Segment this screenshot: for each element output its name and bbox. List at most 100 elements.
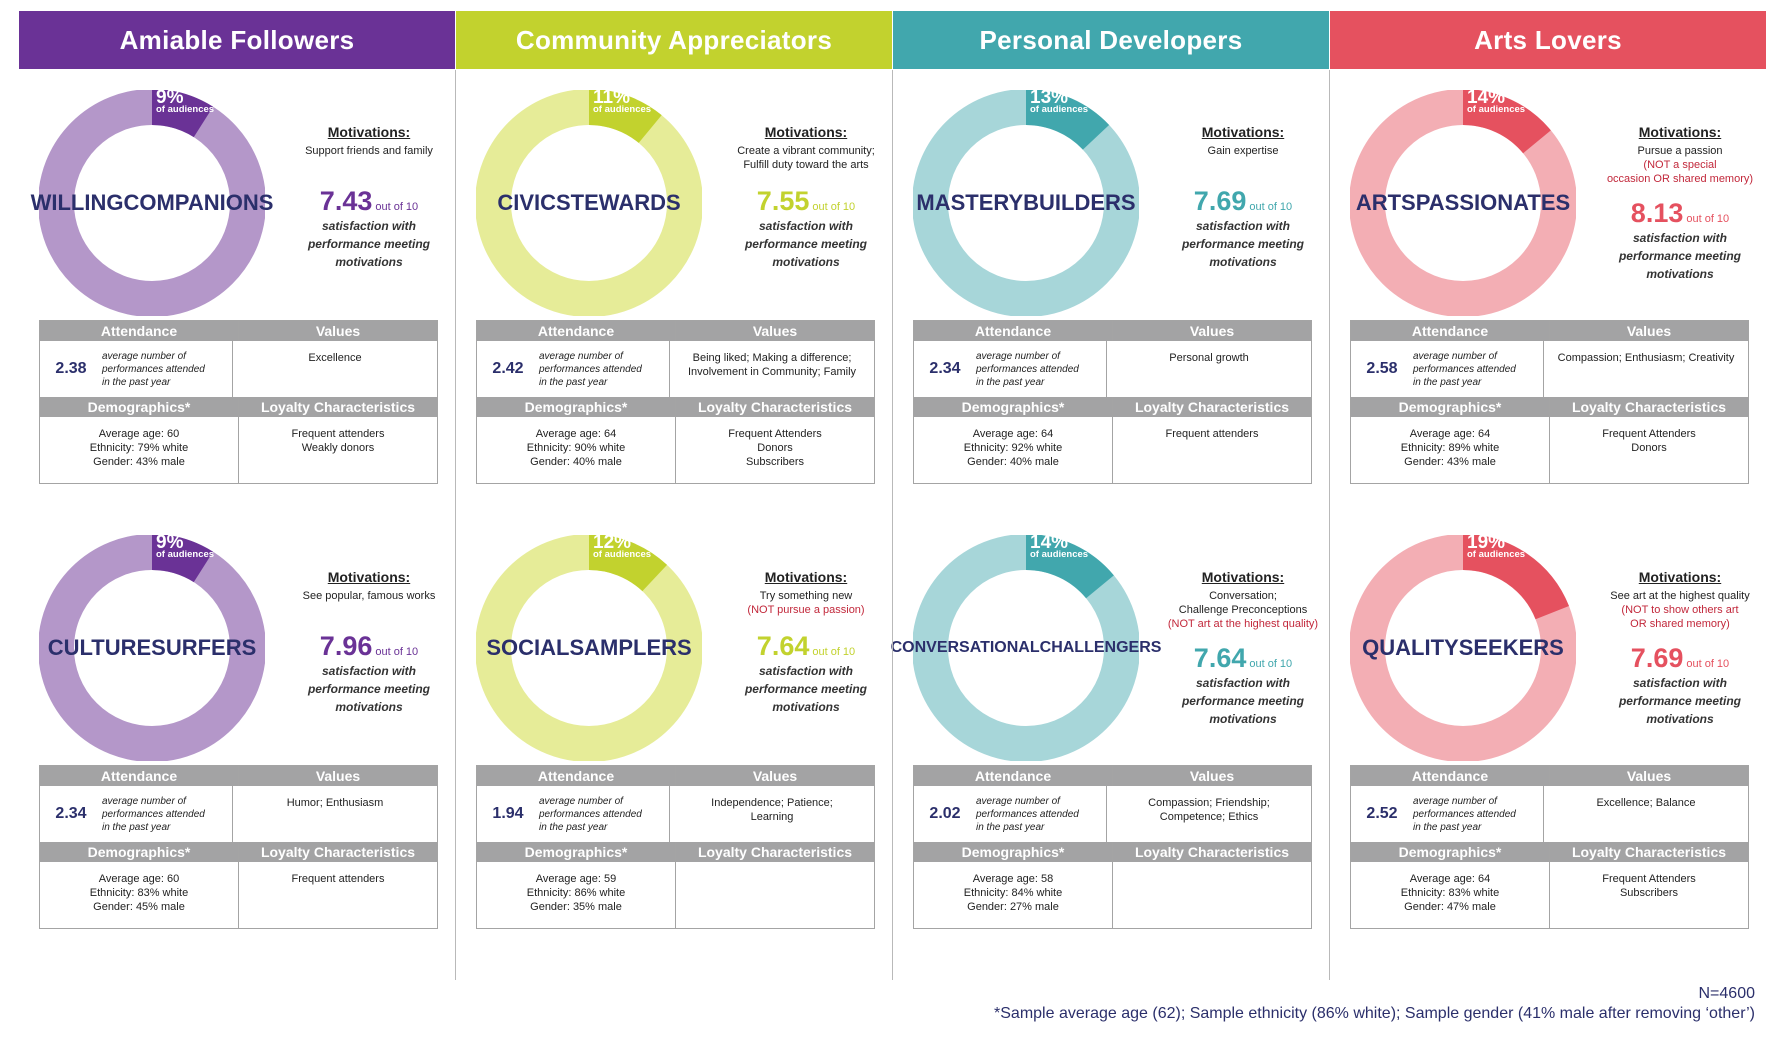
- demographics-line: Gender: 40% male: [530, 456, 622, 468]
- donut-share-arc: [151, 535, 214, 583]
- share-label: 9% of audiences: [156, 533, 214, 560]
- attendance-cell: 2.34 average number of performances attend…: [40, 786, 232, 842]
- satisfaction-score-line: 7.96 out of 10: [284, 631, 454, 662]
- values-header: Values: [675, 766, 874, 786]
- share-caption: of audiences: [593, 549, 652, 560]
- attendance-desc-line: performances attended: [102, 808, 205, 820]
- segment-name: CULTURE SURFERS: [48, 595, 257, 701]
- demographics-header: Demographics*: [40, 397, 238, 417]
- satisfaction-desc-line: motivations: [1646, 267, 1714, 281]
- donut-share-arc: [151, 90, 214, 138]
- values-cell: Excellence: [232, 341, 437, 397]
- loyalty-cell: Frequent Attenders Donors: [1549, 417, 1748, 483]
- satisfaction-desc-line: motivations: [1209, 255, 1277, 269]
- satisfaction-desc-line: performance meeting: [744, 682, 868, 696]
- segment-table: Attendance Values 2.42 average number of per…: [476, 320, 875, 484]
- attendance-value: 2.58: [1366, 360, 1398, 377]
- share-caption: of audiences: [1030, 549, 1089, 560]
- motivation-line: Challenge Preconceptions: [1178, 604, 1308, 616]
- column-arts-lovers: Arts Lovers 14% of audiences ARTS PASSIONATE…: [1330, 11, 1766, 981]
- segment-quality-seekers: 19% of audiences QUALITY SEEKERS Motivations…: [1330, 533, 1766, 975]
- column-header: Personal Developers: [893, 11, 1329, 69]
- values-cell: Being liked; Making a difference; Involve…: [669, 341, 874, 397]
- satisfaction-score: 7.69: [1193, 186, 1247, 216]
- demographics-line: Ethnicity: 79% white: [89, 442, 189, 454]
- table-header-row: Attendance Values: [40, 321, 437, 341]
- column-divider: [1329, 70, 1330, 980]
- attendance-desc-line: in the past year: [1413, 821, 1482, 833]
- demographics-cell: Average age: 64 Ethnicity: 90% white Gende…: [477, 417, 675, 483]
- attendance-description: average number of performances attended in…: [1413, 350, 1516, 389]
- segment-name-line: STEWARDS: [556, 190, 681, 215]
- segment-social-samplers: 12% of audiences SOCIAL SAMPLERS Motivations…: [456, 533, 892, 975]
- column-community-appreciators: Community Appreciators 11% of audiences CIV…: [456, 11, 892, 981]
- motivations-title: Motivations:: [327, 569, 411, 585]
- values-line: Humor; Enthusiasm: [286, 797, 384, 809]
- demographics-line: Ethnicity: 83% white: [1400, 887, 1500, 899]
- values-line: Compassion; Enthusiasm; Creativity: [1557, 352, 1735, 364]
- attendance-desc-line: in the past year: [539, 821, 608, 833]
- demographics-line: Gender: 47% male: [1404, 901, 1496, 913]
- satisfaction-score: 7.43: [319, 186, 373, 216]
- attendance-desc-line: in the past year: [539, 376, 608, 388]
- segment-name-line: SAMPLERS: [569, 635, 692, 660]
- attendance-desc-line: performances attended: [976, 363, 1079, 375]
- satisfaction-desc-line: performance meeting: [307, 682, 431, 696]
- segment-donut: 12% of audiences SOCIAL SAMPLERS: [476, 533, 702, 761]
- column-header: Arts Lovers: [1330, 11, 1766, 69]
- satisfaction-desc-line: motivations: [335, 700, 403, 714]
- demographics-header: Demographics*: [477, 397, 675, 417]
- demographics-line: Average age: 60: [98, 428, 180, 440]
- share-caption: of audiences: [593, 104, 652, 115]
- attendance-value: 2.52: [1366, 805, 1398, 822]
- segment-name: SOCIAL SAMPLERS: [486, 595, 691, 701]
- satisfaction: 7.96 out of 10 satisfaction with performanc…: [284, 631, 454, 716]
- demographics-cell: Average age: 64 Ethnicity: 92% white Gende…: [914, 417, 1112, 483]
- motivation-exclusion: (NOT to show others art: [1621, 604, 1739, 616]
- motivation-exclusion: occasion OR shared memory): [1606, 173, 1754, 185]
- share-percent: 9%: [156, 87, 184, 108]
- attendance-header: Attendance: [914, 321, 1112, 341]
- loyalty-line: Subscribers: [1619, 887, 1679, 899]
- segment-conversational-challengers: 14% of audiences CONVERSATIONAL CHALLENGERS…: [891, 533, 1329, 975]
- loyalty-line: Donors: [1631, 442, 1667, 454]
- share-caption: of audiences: [1467, 104, 1526, 115]
- segment-donut: 9% of audiences WILLING COMPANIONS: [31, 87, 273, 316]
- demographics-cell: Average age: 59 Ethnicity: 86% white Gende…: [477, 862, 675, 928]
- satisfaction-description: satisfaction with performance meeting moti…: [284, 662, 454, 716]
- demographics-line: Gender: 35% male: [530, 901, 622, 913]
- values-cell: Compassion; Enthusiasm; Creativity: [1543, 341, 1748, 397]
- attendance-desc-line: performances attended: [1413, 808, 1516, 820]
- motivation-line: Pursue a passion: [1637, 145, 1723, 157]
- satisfaction-desc-line: satisfaction with: [1195, 676, 1290, 690]
- table-row: Average age: 60 Ethnicity: 79% white Gende…: [40, 417, 437, 483]
- values-cell: Humor; Enthusiasm: [232, 786, 437, 842]
- attendance-desc-line: average number of: [976, 795, 1060, 807]
- loyalty-cell: Frequent attenders: [238, 862, 437, 928]
- demographics-line: Average age: 60: [98, 873, 180, 885]
- demographics-header: Demographics*: [914, 842, 1112, 862]
- demographics-line: Ethnicity: 90% white: [526, 442, 626, 454]
- donut-share-arc: [588, 90, 662, 144]
- table-header-row: Demographics* Loyalty Characteristics: [40, 842, 437, 862]
- motivations-title: Motivations:: [764, 569, 848, 585]
- segment-name-line: COMPANIONS: [123, 190, 274, 215]
- attendance-desc-line: in the past year: [1413, 376, 1482, 388]
- demographics-line: Average age: 59: [535, 873, 617, 885]
- demographics-line: Gender: 43% male: [93, 456, 185, 468]
- motivations: Motivations: Try something new (NOT pursue…: [721, 569, 891, 617]
- table-row: 2.58 average number of performances attend…: [1351, 341, 1748, 397]
- motivations: Motivations: Gain expertise: [1158, 124, 1328, 158]
- values-cell: Personal growth: [1106, 341, 1311, 397]
- loyalty-cell: Frequent Attenders Donors Subscribers: [675, 417, 874, 483]
- segment-name-line: QUALITY: [1362, 635, 1459, 660]
- attendance-header: Attendance: [40, 321, 238, 341]
- satisfaction-description: satisfaction with performance meeting moti…: [1595, 674, 1765, 728]
- motivations: Motivations: Create a vibrant community; F…: [721, 124, 891, 172]
- satisfaction-score-line: 7.43 out of 10: [284, 186, 454, 217]
- loyalty-line: Frequent attenders: [291, 873, 385, 885]
- column-amiable-followers: Amiable Followers 9% of audiences WILLING CO…: [19, 11, 455, 981]
- motivations-title: Motivations:: [1201, 569, 1285, 585]
- loyalty-cell: Frequent attenders Weakly donors: [238, 417, 437, 483]
- segment-name-line: BUILDERS: [1023, 190, 1136, 215]
